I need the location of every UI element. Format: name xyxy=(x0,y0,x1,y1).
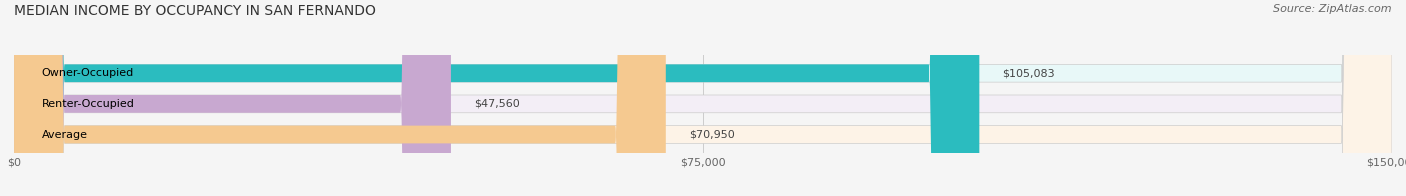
FancyBboxPatch shape xyxy=(14,0,1392,196)
FancyBboxPatch shape xyxy=(14,0,666,196)
Text: MEDIAN INCOME BY OCCUPANCY IN SAN FERNANDO: MEDIAN INCOME BY OCCUPANCY IN SAN FERNAN… xyxy=(14,4,375,18)
Text: $70,950: $70,950 xyxy=(689,130,734,140)
FancyBboxPatch shape xyxy=(14,0,451,196)
Text: Renter-Occupied: Renter-Occupied xyxy=(42,99,135,109)
Text: $105,083: $105,083 xyxy=(1002,68,1054,78)
Text: $47,560: $47,560 xyxy=(474,99,520,109)
Text: Owner-Occupied: Owner-Occupied xyxy=(42,68,134,78)
Text: Source: ZipAtlas.com: Source: ZipAtlas.com xyxy=(1274,4,1392,14)
FancyBboxPatch shape xyxy=(14,0,980,196)
FancyBboxPatch shape xyxy=(14,0,1392,196)
Text: Average: Average xyxy=(42,130,87,140)
FancyBboxPatch shape xyxy=(14,0,1392,196)
